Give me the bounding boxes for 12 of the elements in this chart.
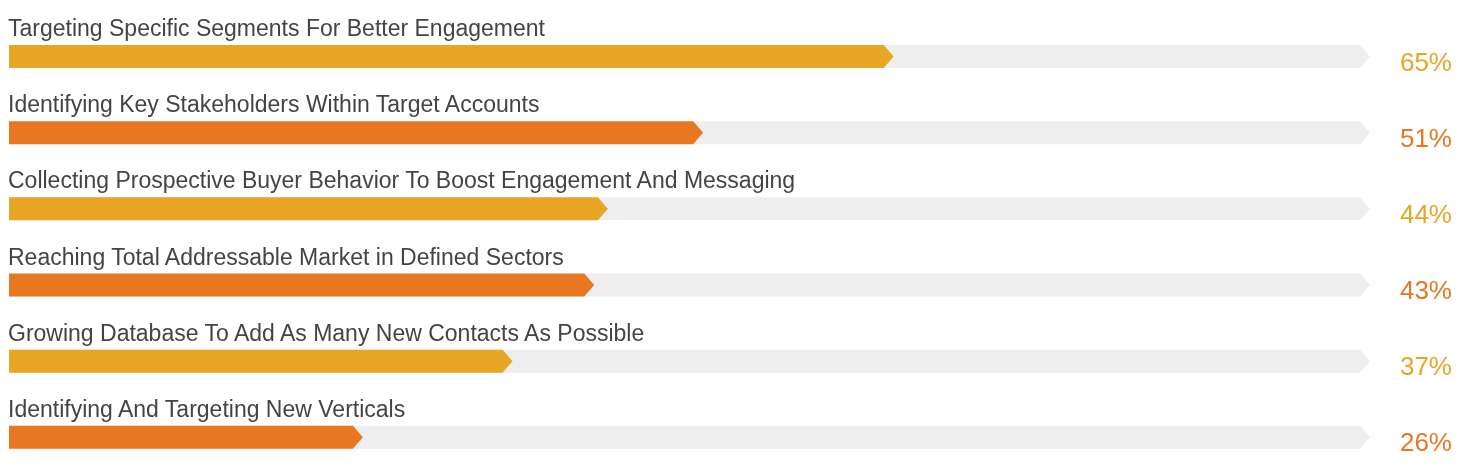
data-label: 65%	[1399, 46, 1452, 77]
y-tick-label: Identifying Key Stakeholders Within Target Accounts	[8, 91, 540, 118]
y-tick-label: Reaching Total Addressable Market in Defined Sectors	[8, 243, 564, 270]
data-label: 43%	[1399, 275, 1452, 305]
data-label: 26%	[1399, 427, 1452, 458]
y-tick-label: Collecting Prospective Buyer Behavior To Boost Engagement And Messaging	[8, 167, 796, 194]
y-tick-label: Growing Database To Add As Many New Contacts As Possible	[8, 319, 645, 346]
data-label: 51%	[1399, 122, 1452, 153]
data-label: 37%	[1399, 351, 1452, 382]
y-tick-label: Targeting Specific Segments For Better Engagement	[8, 15, 546, 42]
y-tick-label: Identifying And Targeting New Verticals	[8, 395, 406, 422]
data-label: 44%	[1399, 198, 1452, 229]
